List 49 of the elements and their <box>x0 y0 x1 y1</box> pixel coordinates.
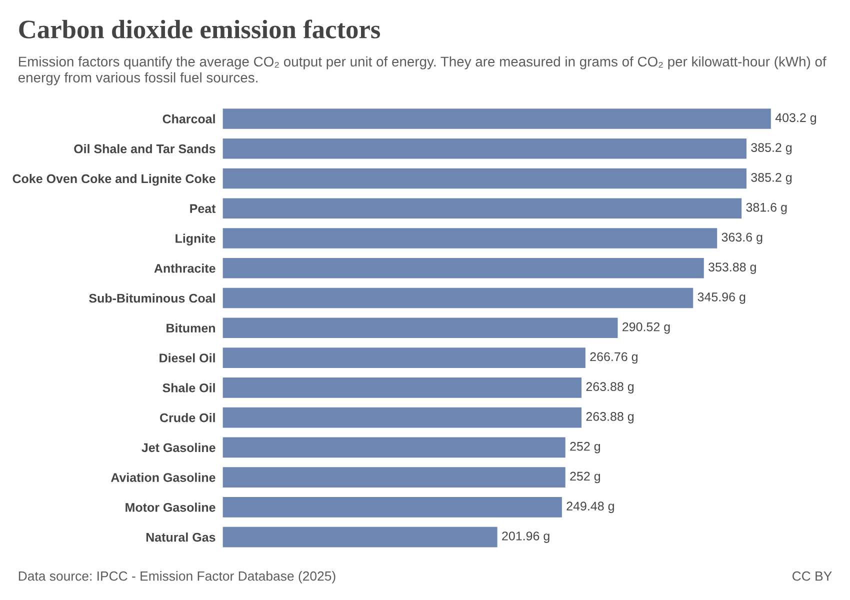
bar <box>222 407 582 428</box>
data-label: 345.96 g <box>698 292 746 304</box>
y-tick-label: Sub-Bituminous Coal <box>89 293 215 303</box>
bar <box>222 467 566 488</box>
y-tick-label: Crude Oil <box>160 413 215 422</box>
y-tick-label: Motor Gasoline <box>126 502 216 512</box>
y-tick-label: Charcoal <box>162 114 215 124</box>
bar <box>222 378 582 398</box>
bar <box>222 258 704 278</box>
y-tick-label: Bitumen <box>166 323 215 333</box>
bar <box>222 497 562 518</box>
data-label: 385.2 g <box>751 173 792 184</box>
data-label: 263.88 g <box>586 412 634 424</box>
y-tick-label: Diesel Oil <box>160 353 215 362</box>
y-tick-label: Natural Gas <box>146 532 216 542</box>
y-tick-label: Coke Oven Coke and Lignite Coke <box>12 174 216 186</box>
data-label: 290.52 g <box>622 322 670 334</box>
y-tick-label: Oil Shale and Tar Sands <box>74 144 216 154</box>
bar <box>222 288 694 308</box>
y-tick-label: Jet Gasoline <box>142 442 216 452</box>
text: CC BY <box>792 571 832 581</box>
data-label: 381.6 g <box>746 202 787 214</box>
data-label: 385.2 g <box>751 143 792 154</box>
data-label: 266.76 g <box>590 352 638 364</box>
data-label: 252 g <box>570 442 600 454</box>
y-tick-label: Anthracite <box>154 264 216 273</box>
data-label: 353.88 g <box>708 262 756 274</box>
data-label: 403.2 g <box>775 113 816 125</box>
bar <box>222 526 498 548</box>
bar <box>222 437 566 458</box>
bar <box>222 138 746 159</box>
y-tick-label: Shale Oil <box>162 383 215 392</box>
bar <box>222 348 586 368</box>
y-tick-label: Lignite <box>176 234 216 246</box>
bar <box>222 108 771 129</box>
chart-subtitle: Emission factors quantify the average CO₂ output per unit of energy. They are measured in grams of CO₂ per kilowatt-hour (kWh) of energy from various fossil fuel sources. <box>18 56 826 86</box>
data-label: 252 g <box>570 472 600 484</box>
bar <box>222 198 742 219</box>
bar <box>222 318 618 338</box>
source-note: Data source: IPCC - Emission Factor Database (2025) <box>18 571 336 584</box>
bar <box>222 228 718 248</box>
data-label: 249.48 g <box>566 502 614 514</box>
data-label: 201.96 g <box>502 532 550 543</box>
chart-title: Carbon dioxide emission factors <box>19 20 380 38</box>
bar <box>222 168 746 189</box>
data-label: 263.88 g <box>586 382 634 394</box>
y-tick-label: Peat <box>190 204 216 214</box>
data-label: 363.6 g <box>722 232 762 244</box>
y-tick-label: Aviation Gasoline <box>110 472 216 482</box>
